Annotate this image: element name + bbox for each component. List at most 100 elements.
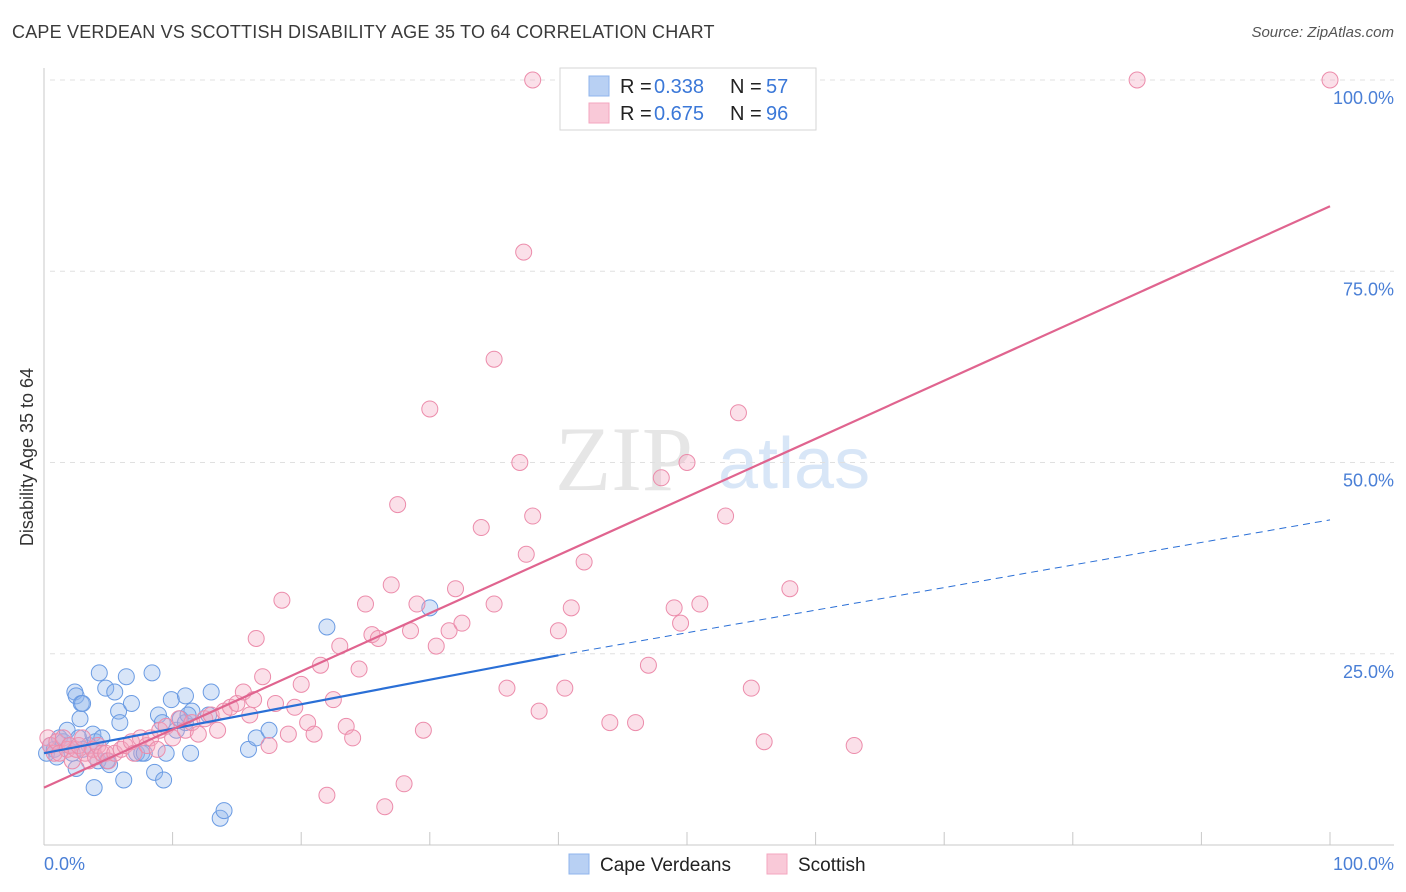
cape-verdean-points [38, 599, 439, 827]
data-point [472, 519, 490, 537]
data-point [453, 614, 471, 632]
bottom-legend-swatch-cape-verdean [568, 853, 590, 875]
data-point [575, 553, 593, 571]
data-point [111, 714, 129, 732]
data-point [189, 725, 207, 743]
scottish-points [39, 71, 1339, 816]
data-point [247, 629, 265, 647]
trend-line-cape-verdean [43, 654, 559, 755]
data-point [678, 454, 696, 471]
data-point [755, 733, 773, 751]
data-point [211, 809, 229, 827]
data-point [421, 400, 439, 418]
data-point [292, 675, 310, 693]
data-point [260, 721, 278, 739]
data-point [729, 404, 747, 422]
trend-line-scottish [43, 205, 1331, 789]
data-point [382, 576, 400, 594]
data-point [524, 507, 542, 525]
data-point [639, 656, 657, 674]
legend-n-value-1: 57 [766, 76, 788, 98]
source-label: Source: ZipAtlas.com [1251, 24, 1394, 41]
data-point [155, 771, 173, 789]
y-tick-label: 75.0% [1343, 279, 1394, 299]
data-point [627, 714, 645, 732]
legend-n-label-2: N = [730, 103, 762, 125]
data-point [665, 599, 683, 617]
data-point [273, 591, 291, 609]
data-point [357, 595, 374, 613]
data-point [427, 637, 445, 655]
legend-n-label-1: N = [730, 76, 762, 98]
data-point [344, 729, 362, 747]
data-point [447, 580, 465, 598]
data-point [318, 786, 336, 804]
x-tick-label-max: 100.0% [1333, 854, 1394, 874]
y-tick-label: 100.0% [1333, 88, 1394, 108]
data-point [115, 771, 133, 789]
y-tick-labels: 100.0% 75.0% 50.0% 25.0% [1333, 88, 1394, 682]
data-point [601, 714, 619, 732]
watermark-zip: ZIP [555, 408, 693, 510]
data-point [440, 622, 458, 640]
data-point [1128, 71, 1146, 89]
legend-swatch-scottish [588, 102, 610, 124]
legend-r-label-2: R = [620, 103, 652, 125]
data-point [97, 679, 115, 697]
data-point [71, 710, 89, 728]
data-point [260, 737, 278, 755]
data-point [389, 496, 407, 514]
trend-lines [43, 205, 1331, 789]
data-point [106, 683, 124, 701]
data-point [74, 694, 92, 712]
bottom-legend-swatch-scottish [766, 853, 788, 875]
data-point [395, 775, 413, 793]
bottom-legend-label-scottish: Scottish [798, 855, 866, 876]
data-point [350, 660, 368, 678]
gridlines [50, 79, 1394, 655]
data-point [318, 618, 336, 636]
x-ticks [43, 832, 1331, 845]
data-point [652, 469, 670, 487]
data-point [742, 679, 760, 697]
y-tick-label: 50.0% [1343, 471, 1394, 491]
data-point [549, 622, 567, 640]
data-point [845, 737, 863, 755]
data-point [781, 580, 799, 598]
data-point [176, 687, 194, 705]
data-point [122, 694, 140, 712]
data-point [511, 454, 529, 471]
data-point [485, 595, 503, 613]
data-point [254, 668, 272, 686]
trend-line-cape-verdean-extension [558, 519, 1331, 656]
watermark-atlas: atlas [718, 424, 870, 504]
y-tick-label: 25.0% [1343, 662, 1394, 682]
bottom-legend-label-cape-verdean: Cape Verdeans [600, 855, 731, 876]
data-point [157, 744, 175, 762]
data-point [414, 721, 432, 739]
data-point [672, 614, 690, 632]
data-point [562, 599, 580, 617]
data-point [162, 691, 180, 709]
data-point [90, 664, 108, 682]
data-point [279, 725, 297, 743]
y-axis-label: Disability Age 35 to 64 [17, 368, 37, 546]
data-point [202, 683, 220, 701]
data-point [182, 744, 200, 762]
data-point [485, 350, 503, 368]
legend-r-value-2: 0.675 [654, 103, 704, 125]
data-point [376, 798, 394, 816]
bottom-legend: Cape Verdeans Scottish [568, 853, 866, 876]
data-point [691, 595, 709, 613]
legend-n-value-2: 96 [766, 103, 788, 125]
data-point [556, 679, 574, 697]
data-point [117, 668, 135, 686]
chart-title: CAPE VERDEAN VS SCOTTISH DISABILITY AGE … [12, 22, 715, 42]
data-point [215, 802, 233, 820]
data-point [498, 679, 516, 697]
data-point [247, 729, 265, 747]
data-point [209, 721, 227, 739]
data-point [63, 752, 81, 770]
data-point [517, 545, 535, 563]
data-point [305, 725, 323, 743]
